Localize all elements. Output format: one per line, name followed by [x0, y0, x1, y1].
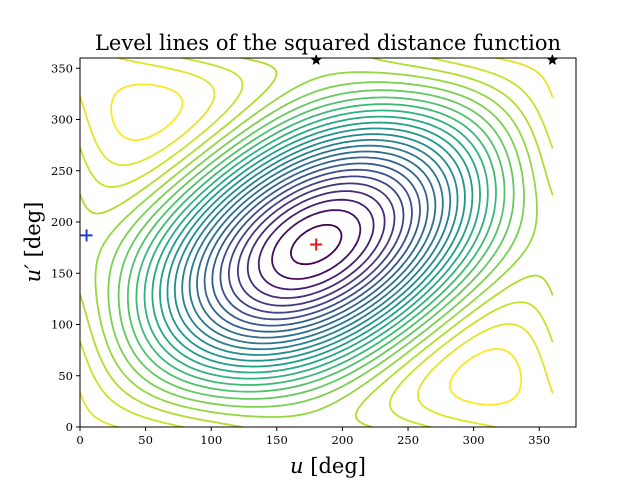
x-tick-label: 350 [528, 433, 550, 447]
y-tick-label: 250 [51, 164, 73, 178]
x-tick-label: 250 [397, 433, 419, 447]
contour-level-line [159, 121, 474, 368]
saddle-marker-top [310, 53, 323, 66]
y-tick-label: 300 [51, 113, 73, 127]
x-axis-ticks: 0 50 100 150 200 250 300 350 [76, 427, 550, 447]
contour-level-line [117, 89, 515, 400]
contour-level-line [173, 133, 459, 356]
contour-level-line [237, 182, 396, 307]
saddle-marker-corner [546, 53, 559, 66]
contour-level-line [228, 175, 405, 314]
x-tick-label: 0 [76, 433, 83, 447]
contour-level-line [127, 96, 506, 393]
y-axis-label: u′ [deg] [21, 202, 45, 283]
contour-level-line [203, 156, 429, 333]
x-axis-var: u [290, 454, 304, 478]
y-tick-label: 100 [51, 318, 73, 332]
contour-level-line [246, 190, 386, 299]
y-axis-ticks: 0 50 100 150 200 250 300 350 [51, 61, 80, 434]
contour-level-line [211, 162, 421, 327]
contour-level-line [166, 127, 466, 362]
contour-level-line [80, 58, 554, 427]
x-axis-label: u [deg] [290, 454, 366, 478]
x-axis-unit: [deg] [310, 454, 366, 478]
contour-level-line [181, 139, 452, 351]
plot-frame [79, 57, 577, 428]
x-tick-label: 150 [266, 433, 288, 447]
contour-level-line [151, 115, 481, 374]
y-tick-label: 200 [51, 215, 73, 229]
contour-level-line [196, 150, 437, 339]
contour-level-line [80, 58, 554, 427]
contour-level-line [107, 81, 525, 408]
contour-level-line [219, 168, 413, 321]
contour-lines [80, 58, 554, 427]
min-marker [80, 229, 93, 242]
y-tick-label: 50 [58, 369, 73, 383]
contour-level-line [290, 224, 343, 266]
x-tick-label: 200 [331, 433, 353, 447]
x-tick-label: 300 [463, 433, 485, 447]
y-tick-label: 150 [51, 266, 73, 280]
contour-level-line [188, 144, 444, 345]
contour-level-line [271, 209, 362, 280]
contour-level-line [110, 83, 523, 406]
contour-level-line [257, 198, 375, 291]
chart-title: Level lines of the squared distance func… [95, 31, 561, 55]
contour-level-line [135, 103, 497, 386]
contour-level-line [80, 58, 554, 427]
y-tick-label: 0 [66, 420, 73, 434]
contour-level-line [143, 109, 489, 380]
x-tick-label: 100 [200, 433, 222, 447]
x-tick-label: 50 [138, 433, 153, 447]
max-marker [310, 238, 323, 251]
y-tick-label: 350 [51, 61, 73, 75]
y-axis-unit: [deg] [21, 202, 45, 258]
contour-level-line [94, 71, 538, 418]
y-axis-var: u′ [21, 264, 45, 283]
